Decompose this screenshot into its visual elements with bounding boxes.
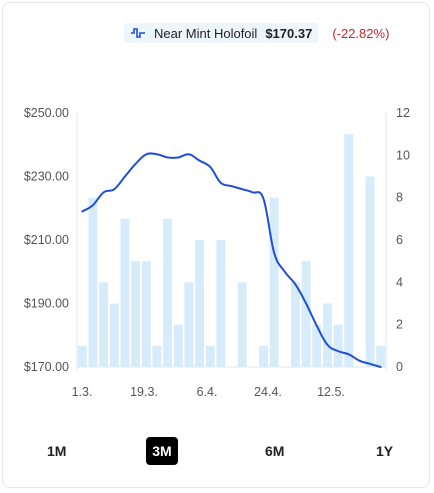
right-tick-label: 0 [396, 360, 403, 374]
volume-bar [216, 240, 226, 367]
volume-bar [109, 303, 119, 367]
volume-bar [333, 324, 343, 367]
tab-6m[interactable]: 6M [265, 443, 285, 459]
x-tick-label: 1.3. [72, 385, 93, 399]
right-tick-label: 8 [396, 191, 403, 205]
tab-3m[interactable]: 3M [146, 437, 178, 465]
legend-label: Near Mint Holofoil [154, 25, 258, 41]
right-tick-label: 4 [396, 275, 403, 289]
left-tick-label: $210.00 [24, 233, 69, 247]
right-tick-label: 10 [396, 148, 410, 162]
price-line-path [81, 152, 382, 368]
left-tick-label: $230.00 [24, 170, 69, 184]
volume-bar [258, 345, 268, 367]
volume-bar [88, 197, 98, 367]
volume-bars [77, 134, 386, 367]
volume-bar [344, 134, 354, 367]
volume-bar [120, 218, 130, 367]
line-series-icon [131, 28, 145, 38]
volume-bar [365, 176, 375, 367]
volume-bar [205, 345, 215, 367]
right-tick-label: 12 [396, 106, 410, 120]
x-tick-label: 19.3. [130, 385, 158, 399]
right-axis: 12 10 8 6 4 2 0 [396, 106, 410, 374]
volume-bar [163, 218, 173, 367]
x-tick-label: 24.4. [254, 385, 282, 399]
x-axis: 1.3. 19.3. 6.4. 24.4. 12.5. [72, 385, 345, 399]
legend-change: (-22.82%) [332, 25, 390, 41]
legend: Near Mint Holofoil $170.37 (-22.82%) [124, 22, 389, 44]
left-tick-label: $170.00 [24, 360, 69, 374]
volume-bar [301, 261, 311, 367]
x-tick-label: 6.4. [197, 385, 218, 399]
left-axis: $250.00 $230.00 $210.00 $190.00 $170.00 [24, 106, 69, 374]
volume-bar [184, 282, 194, 367]
left-tick-label: $250.00 [24, 106, 69, 120]
volume-bar [173, 324, 183, 367]
volume-bar [237, 282, 247, 367]
x-tick-label: 12.5. [317, 385, 345, 399]
volume-bar [99, 282, 109, 367]
volume-bar [77, 345, 87, 367]
volume-bar [131, 261, 141, 367]
price-line [81, 152, 382, 368]
volume-bar [141, 261, 151, 367]
volume-bar [376, 345, 386, 367]
range-tabs: 1M 3M 6M 1Y [0, 437, 434, 467]
volume-bar [152, 345, 162, 367]
legend-price: $170.37 [265, 25, 313, 41]
tab-1m[interactable]: 1M [47, 443, 67, 459]
left-tick-label: $190.00 [24, 297, 69, 311]
volume-bar [269, 197, 279, 367]
volume-bar [290, 282, 300, 367]
volume-bar [195, 240, 205, 367]
right-tick-label: 2 [396, 318, 403, 332]
volume-bar [312, 324, 322, 367]
tab-1y[interactable]: 1Y [376, 443, 394, 459]
right-tick-label: 6 [396, 233, 403, 247]
legend-item[interactable]: Near Mint Holofoil $170.37 [124, 23, 319, 43]
volume-bar [322, 303, 332, 367]
price-chart: $250.00 $230.00 $210.00 $190.00 $170.00 12 10… [24, 106, 410, 399]
chart-card [2, 2, 430, 488]
